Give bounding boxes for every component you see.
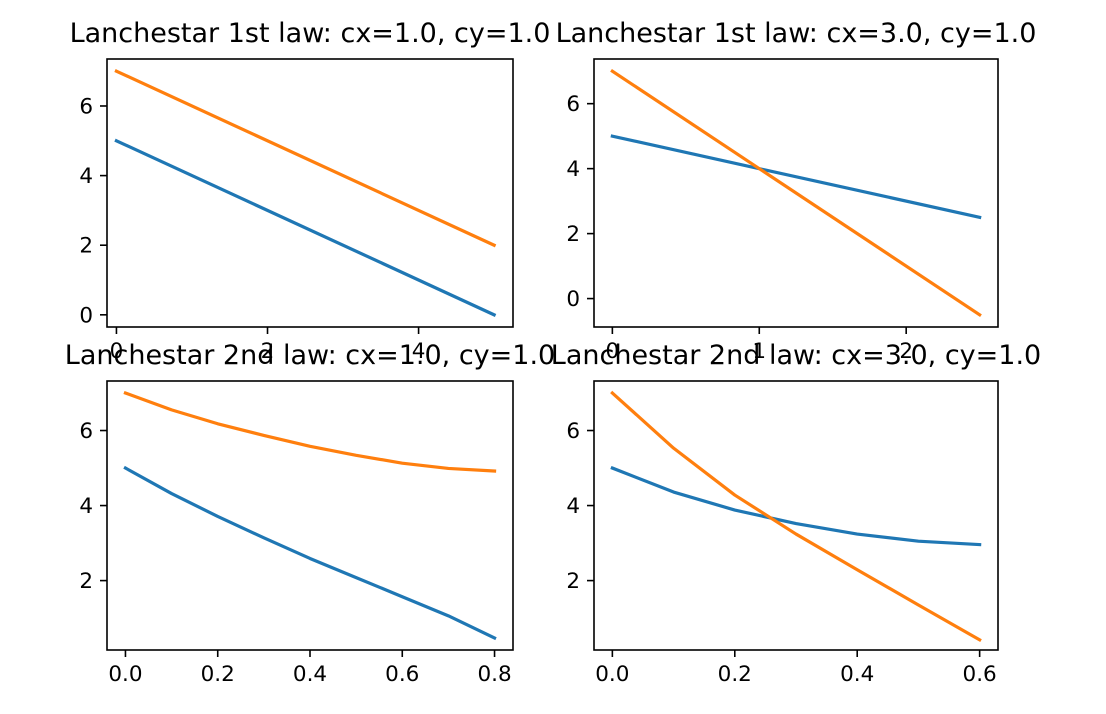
chart-title: Lanchestar 2nd law: cx=3.0, cy=1.0 [551,340,1041,371]
x-tick-label: 2 [899,339,913,364]
y-tick-label: 2 [79,569,93,594]
x-tick-label: 0.6 [385,662,419,687]
x-tick-label: 2 [261,339,275,364]
subplot-2: 0 1 2 0 2 4 6 Lanchestar 1st law: cx=3.0, cy=1.… [556,18,1037,364]
series-line-1 [610,465,982,547]
series-line-1 [114,138,497,317]
y-tick-label: 4 [79,164,93,189]
x-tick-label: 4 [412,339,426,364]
y-tick-label: 2 [79,234,93,259]
subplot-3: 0.0 0.2 0.4 0.6 0.8 2 4 6 Lanchestar 2nd law: cx… [65,340,555,687]
y-tick-label: 2 [566,569,580,594]
series-line-2 [610,68,982,318]
axes-frame [106,58,514,328]
y-tick-label: 6 [79,94,93,119]
x-tick-label: 0.6 [963,662,997,687]
y-tick-label: 6 [566,92,580,117]
series-line-2 [610,390,982,643]
x-tick-label: 1 [752,339,766,364]
subplot-1: 0 2 4 0 2 4 6 Lanchestar 1st law: cx=1.0, cy=1.… [70,18,551,364]
axes-frame [593,58,999,328]
y-tick-label: 2 [566,222,580,247]
y-tick-label: 4 [566,494,580,519]
y-tick-label: 0 [566,287,580,312]
y-tick-label: 0 [79,303,93,328]
x-tick-label: 0.0 [108,662,142,687]
x-tick-label: 0.4 [293,662,327,687]
series-line-2 [114,69,497,248]
x-tick-label: 0.2 [718,662,752,687]
y-tick-label: 6 [79,419,93,444]
x-tick-label: 0 [110,339,124,364]
y-tick-label: 4 [79,494,93,519]
x-tick-label: 0.2 [201,662,235,687]
y-tick-label: 4 [566,157,580,182]
subplot-4: 0.0 0.2 0.4 0.6 2 4 6 Lanchestar 2nd law: cx=3.… [551,340,1041,687]
x-tick-label: 0 [606,339,620,364]
chart-title: Lanchestar 2nd law: cx=1.0, cy=1.0 [65,340,555,371]
series-line-1 [123,465,497,641]
x-tick-label: 0.0 [595,662,629,687]
chart-title: Lanchestar 1st law: cx=1.0, cy=1.0 [70,18,551,49]
x-tick-label: 0.4 [840,662,874,687]
y-tick-label: 6 [566,419,580,444]
series-line-2 [123,390,497,473]
series-line-1 [610,134,982,220]
x-tick-label: 0.8 [477,662,511,687]
chart-title: Lanchestar 1st law: cx=3.0, cy=1.0 [556,18,1037,49]
axes-frame [593,380,999,651]
axes-frame [106,380,514,651]
